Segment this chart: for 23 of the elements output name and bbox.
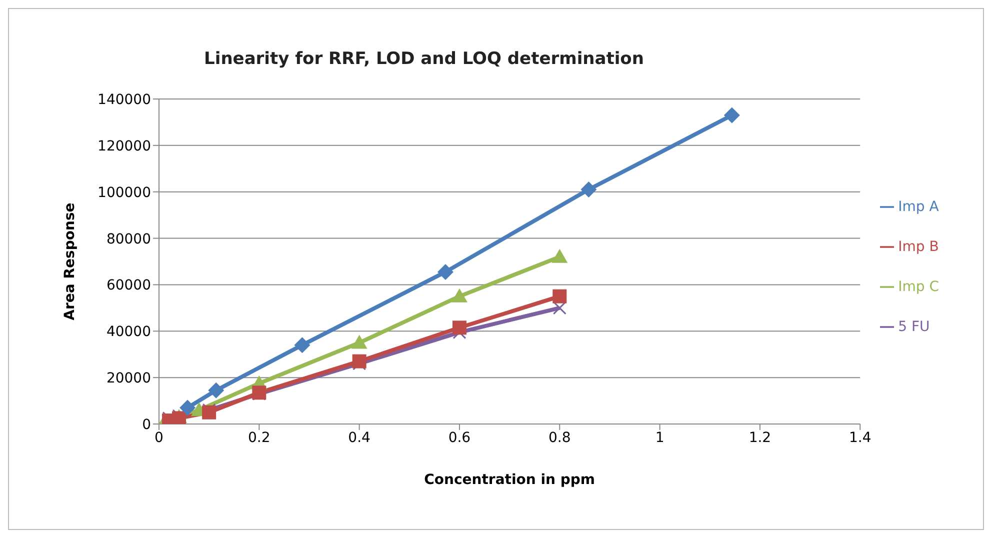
- x-tick-label: 0: [154, 430, 164, 446]
- chart-title: Linearity for RRF, LOD and LOQ determination: [203, 49, 645, 69]
- y-tick-label: 20000: [106, 370, 151, 387]
- x-tick-label: 0.2: [248, 430, 270, 446]
- x-axis-title: Concentration in ppm: [424, 472, 595, 488]
- x-tick-label: 0.6: [448, 430, 471, 446]
- x-tick-label: 1.2: [748, 430, 772, 446]
- x-tick-label: 0.4: [348, 430, 371, 446]
- y-tick-label: 60000: [106, 278, 151, 294]
- legend-label: 5 FU: [898, 318, 930, 334]
- legend-label: Imp B: [898, 238, 939, 254]
- x-tick-label: 0.8: [548, 430, 571, 446]
- legend-label: Imp C: [898, 278, 939, 294]
- y-axis-title: Area Response: [62, 202, 78, 320]
- y-tick-label: 120000: [98, 138, 151, 154]
- y-tick-label: 100000: [98, 184, 151, 201]
- y-tick-label: 140000: [98, 92, 151, 108]
- y-tick-label: 40000: [106, 324, 151, 340]
- x-tick-label: 1: [655, 430, 664, 446]
- y-tick-label: 0: [142, 416, 151, 433]
- legend-label: Imp A: [898, 198, 939, 214]
- y-tick-label: 80000: [106, 231, 151, 248]
- x-tick-label: 1.4: [848, 430, 872, 446]
